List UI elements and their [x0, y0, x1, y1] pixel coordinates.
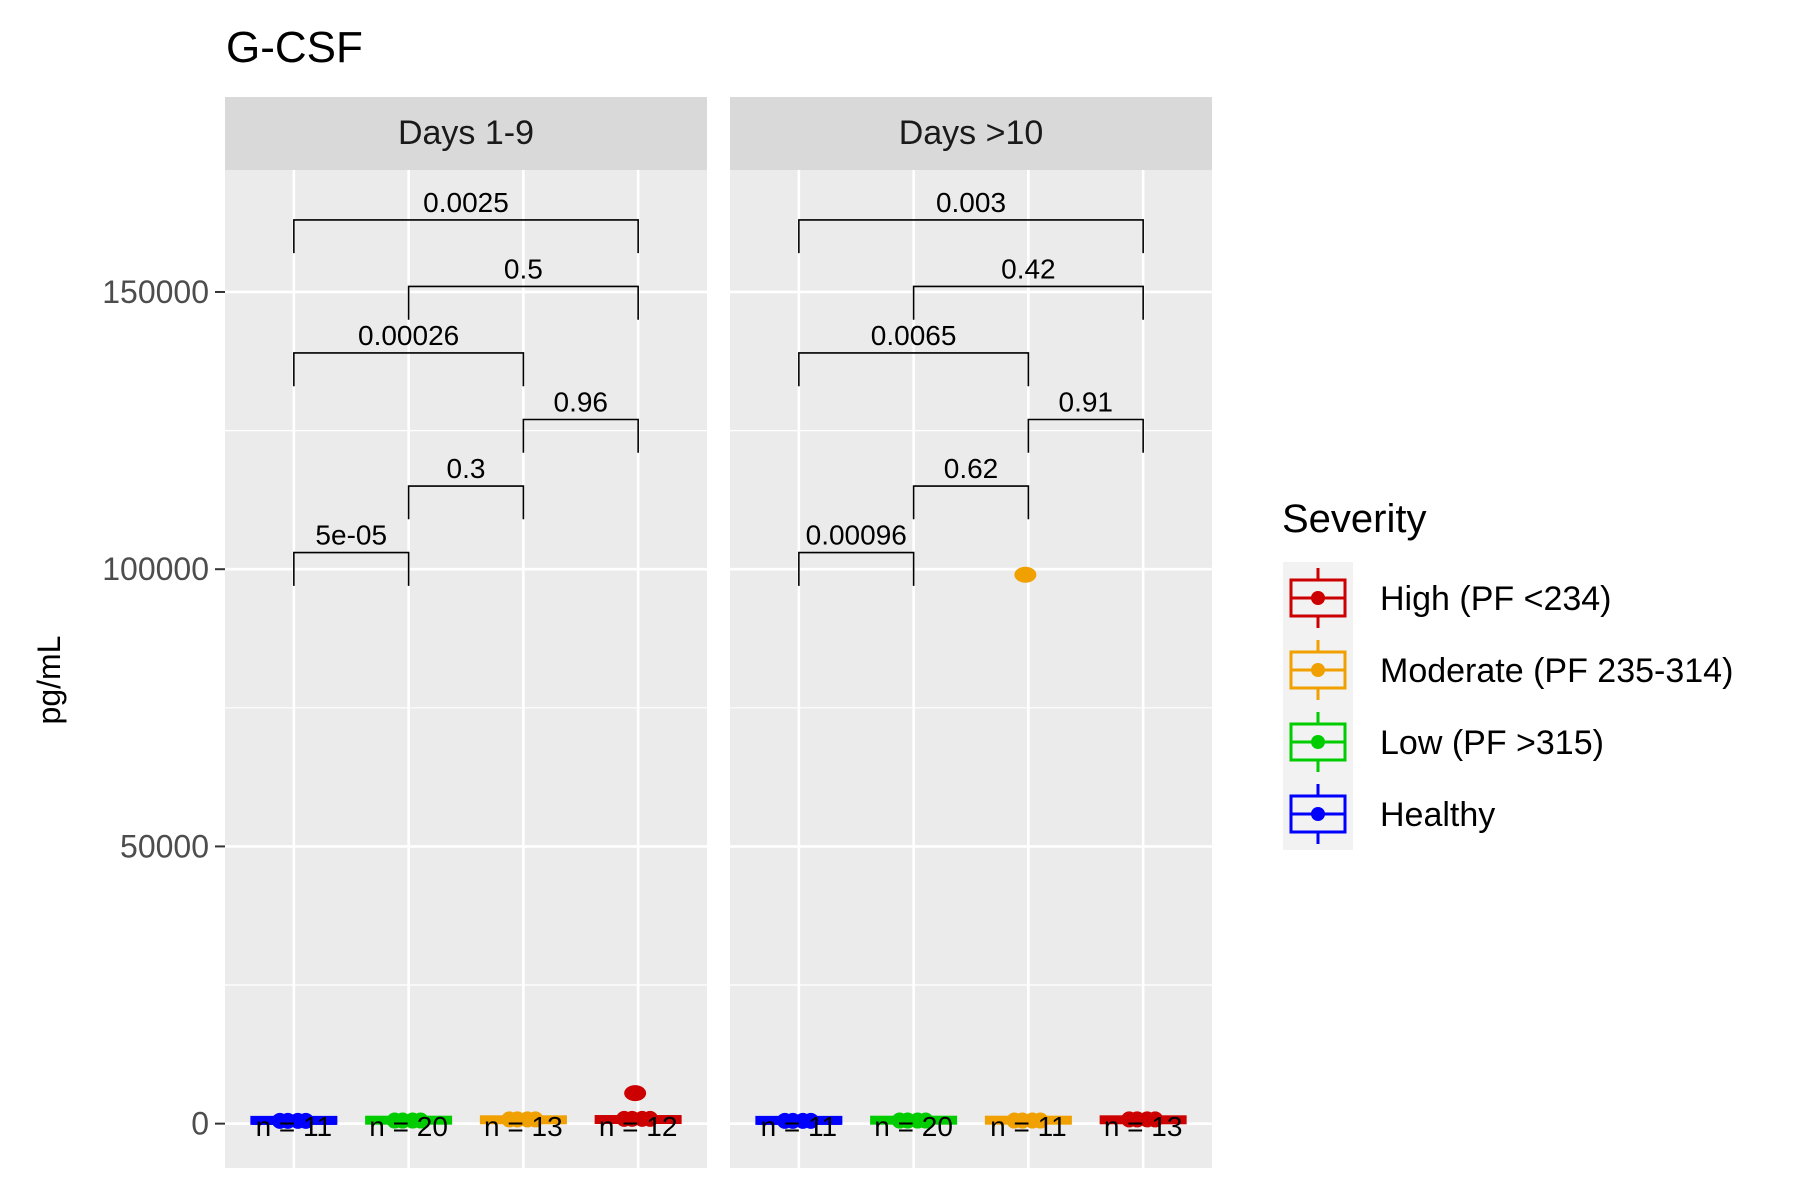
bracket-line [912, 485, 1030, 520]
bracket-line [293, 219, 639, 254]
y-axis-label: pg/mL [31, 636, 67, 725]
y-tick-label: 150000 [102, 274, 209, 310]
chart-title: G-CSF [226, 23, 363, 72]
data-point [1032, 1112, 1049, 1129]
strip-background [225, 97, 707, 170]
legend-point [1311, 735, 1325, 749]
legend-item: Moderate (PF 235-314) [1289, 640, 1733, 700]
legend-item: Low (PF >315) [1289, 712, 1604, 772]
p-value-label: 0.96 [554, 387, 609, 418]
p-value-label: 0.003 [936, 187, 1006, 218]
p-value-label: 0.62 [944, 453, 999, 484]
comparison-bracket: 0.003 [798, 187, 1144, 254]
y-tick-label: 50000 [120, 828, 209, 864]
panel-background [730, 170, 1212, 1168]
box-group: n = 12 [594, 1085, 682, 1142]
comparison-bracket: 0.0065 [798, 320, 1030, 387]
comparison-bracket: 5e-05 [293, 520, 410, 586]
data-point [412, 1112, 429, 1129]
strip-background [730, 97, 1212, 170]
facet-panel: Days >10 n = 11 n = 20 n = 11 n = 13 0.00096 0… [730, 97, 1212, 1168]
strip-label: Days 1-9 [398, 114, 534, 152]
p-value-label: 0.5 [504, 253, 543, 284]
p-value-label: 0.42 [1001, 253, 1056, 284]
comparison-bracket: 0.00096 [798, 520, 915, 586]
outlier-point [1014, 566, 1037, 583]
n-label: n = 11 [761, 1111, 838, 1142]
outlier-point [624, 1085, 647, 1102]
box-group: n = 20 [365, 1111, 453, 1142]
legend-label: Moderate (PF 235-314) [1380, 652, 1733, 690]
data-point [642, 1110, 659, 1127]
p-value-label: 0.00096 [806, 520, 907, 551]
legend-item: High (PF <234) [1289, 568, 1612, 628]
p-value-label: 5e-05 [315, 520, 387, 551]
legend-label: Healthy [1380, 796, 1495, 834]
box-group: n = 11 [250, 1111, 338, 1142]
comparison-bracket: 0.3 [407, 453, 525, 520]
legend-title: Severity [1282, 497, 1427, 541]
box-group: n = 11 [755, 1111, 843, 1142]
bracket-line [293, 551, 410, 586]
data-point [917, 1112, 934, 1129]
bracket-line [522, 418, 639, 453]
comparison-bracket: 0.62 [912, 453, 1030, 520]
legend-point [1311, 807, 1325, 821]
legend-point [1311, 663, 1325, 677]
comparison-bracket: 0.0025 [293, 187, 639, 254]
p-value-label: 0.00026 [358, 320, 459, 351]
p-value-label: 0.91 [1059, 387, 1114, 418]
data-point [1147, 1111, 1164, 1128]
bracket-line [407, 285, 639, 320]
comparison-bracket: 0.91 [1027, 387, 1144, 453]
bracket-line [912, 285, 1144, 320]
n-label: n = 13 [484, 1111, 563, 1142]
legend-point [1311, 591, 1325, 605]
n-label: n = 20 [369, 1111, 448, 1142]
comparison-bracket: 0.5 [407, 253, 639, 320]
legend-label: High (PF <234) [1380, 580, 1612, 618]
legend-label: Low (PF >315) [1380, 724, 1604, 762]
comparison-bracket: 0.96 [522, 387, 639, 453]
box-group: n = 13 [1099, 1111, 1187, 1142]
p-value-label: 0.0025 [423, 187, 509, 218]
panel-background [225, 170, 707, 1168]
n-label: n = 11 [990, 1111, 1067, 1142]
strip-label: Days >10 [899, 114, 1044, 152]
y-axis: 0 50000 100000 150000 [102, 274, 225, 1142]
data-point [802, 1112, 819, 1129]
box-group: n = 20 [870, 1111, 958, 1142]
y-tick-label: 0 [191, 1106, 209, 1142]
p-value-label: 0.3 [447, 453, 486, 484]
n-label: n = 11 [256, 1111, 333, 1142]
box-group: n = 13 [479, 1111, 567, 1142]
n-label: n = 12 [599, 1111, 678, 1142]
comparison-bracket: 0.00026 [293, 320, 525, 387]
n-label: n = 13 [1104, 1111, 1183, 1142]
bracket-line [798, 352, 1030, 387]
bracket-line [798, 551, 915, 586]
data-point [297, 1112, 314, 1129]
bracket-line [798, 219, 1144, 254]
comparison-bracket: 0.42 [912, 253, 1144, 320]
box-group: n = 11 [984, 566, 1072, 1142]
facet-panel: Days 1-9 n = 11 n = 20 n = 13 n = 12 5e-05 0.3… [225, 97, 707, 1168]
p-value-label: 0.0065 [871, 320, 957, 351]
legend-item: Healthy [1289, 784, 1495, 844]
data-point [527, 1111, 544, 1128]
y-tick-label: 100000 [102, 551, 209, 587]
bracket-line [1027, 418, 1144, 453]
n-label: n = 20 [874, 1111, 953, 1142]
bracket-line [293, 352, 525, 387]
bracket-line [407, 485, 525, 520]
chart-panels: Days 1-9 n = 11 n = 20 n = 13 n = 12 5e-05 0.3… [225, 97, 1212, 1168]
legend: Severity High (PF <234) Moderate (PF 235-3… [1282, 497, 1733, 850]
